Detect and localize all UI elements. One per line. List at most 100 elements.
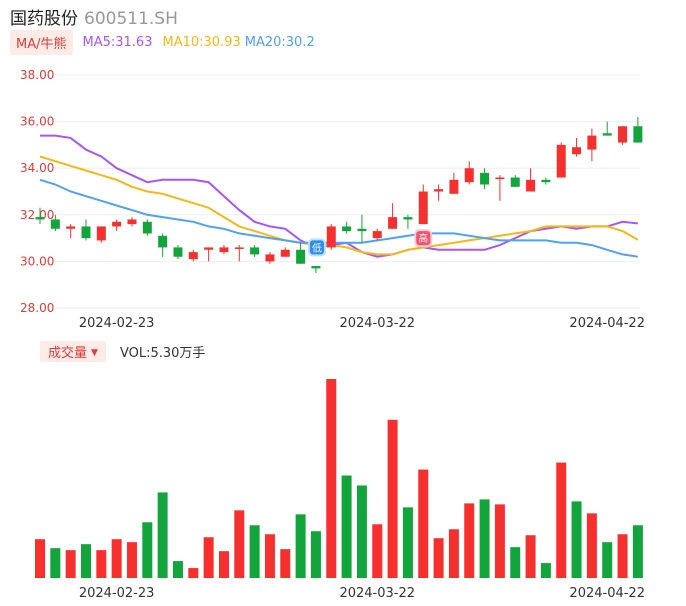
candle-body: [449, 179, 459, 194]
markers: 低高: [307, 229, 433, 257]
candle: [572, 137, 582, 157]
candle: [403, 214, 413, 229]
candle: [464, 161, 474, 185]
candle: [66, 224, 76, 239]
ma-legend: MA/牛熊 MA5:31.63 MA10:30.93 MA20:30.2: [10, 29, 315, 55]
candle-body: [510, 177, 520, 187]
high-marker-badge: [414, 229, 433, 248]
candle: [142, 219, 152, 236]
low-marker-label: 低: [312, 241, 322, 254]
candle-body: [633, 126, 643, 143]
candle-body: [434, 189, 444, 192]
high-marker-label: 高: [418, 232, 428, 245]
stock-title: 国药股份 600511.SH: [10, 4, 178, 29]
candle: [449, 172, 459, 194]
candle-body: [219, 247, 229, 253]
volume-bar: [326, 379, 337, 578]
price-tick-label: 34.00: [20, 161, 54, 175]
candle: [96, 226, 106, 243]
volume-bar: [341, 475, 352, 578]
price-x-tick-label: 2024-02-23: [79, 316, 155, 331]
volume-bar: [249, 525, 260, 578]
volume-indicator-dropdown[interactable]: 成交量 ▼: [40, 340, 106, 362]
candle: [188, 249, 198, 262]
ma-line-ma10: [39, 155, 639, 256]
volume-bar: [50, 548, 61, 578]
candle-body: [50, 219, 60, 229]
candle-body: [234, 247, 244, 249]
candle-body: [280, 249, 290, 257]
candle: [510, 175, 520, 187]
price-x-tick-label: 2024-03-22: [339, 316, 415, 331]
volume-bar: [448, 529, 459, 578]
candle-body: [587, 135, 597, 150]
ma-toggle-button[interactable]: MA/牛熊: [10, 29, 73, 55]
candle-body: [311, 266, 321, 269]
volume-bar: [157, 492, 168, 578]
candle-body: [173, 247, 183, 257]
price-tick-label: 36.00: [20, 115, 54, 129]
volume-bar: [142, 522, 153, 578]
price-y-axis: 38.00 36.00 34.00 32.00 30.00 28.00: [20, 68, 54, 315]
price-x-tick-label: 2024-04-22: [569, 316, 645, 331]
low-marker-badge: [307, 238, 326, 257]
volume-bar: [494, 504, 505, 578]
volume-bar: [65, 550, 76, 578]
stock-name: 国药股份: [10, 9, 78, 29]
candle-body: [127, 219, 137, 225]
candle: [311, 266, 321, 274]
volume-value: VOL:5.30万手: [119, 345, 206, 361]
candle: [357, 214, 367, 243]
volume-bar: [188, 568, 199, 578]
candle-body: [158, 235, 168, 248]
candle-body: [357, 228, 367, 232]
volume-bar: [80, 544, 91, 578]
candle: [495, 175, 505, 201]
high-marker: 高: [414, 229, 433, 248]
candle: [633, 116, 643, 143]
candle: [556, 142, 566, 178]
ma-lines: [39, 134, 639, 258]
volume-bar: [617, 534, 628, 578]
ma5-label: MA5:31.63: [82, 34, 153, 50]
volume-bar: [602, 542, 613, 578]
caret-down-icon: ▼: [91, 347, 98, 358]
candle-body: [372, 231, 382, 239]
candle: [418, 184, 428, 225]
candle: [602, 121, 612, 136]
candle: [204, 247, 214, 262]
volume-bar: [540, 563, 551, 578]
candle-body: [495, 177, 505, 180]
volume-bar: [264, 534, 275, 578]
candle: [50, 214, 60, 232]
candle-body: [541, 179, 551, 183]
volume-bar: [632, 525, 643, 578]
candle: [296, 242, 306, 264]
volume-bar: [433, 538, 444, 578]
ma-line-ma20: [39, 178, 639, 258]
volume-bar: [172, 561, 183, 578]
volume-bar: [464, 503, 475, 578]
candle-body: [572, 147, 582, 155]
candle: [326, 224, 336, 250]
volume-indicator-label: 成交量: [48, 345, 88, 361]
candle: [35, 207, 45, 225]
volume-bar: [295, 514, 306, 578]
candle-body: [464, 168, 474, 183]
candle-body: [326, 226, 336, 248]
volume-bar: [234, 510, 245, 578]
volume-bar: [510, 547, 521, 578]
volume-bar: [525, 535, 536, 578]
candle-body: [388, 217, 398, 229]
candle: [618, 126, 628, 145]
price-grid: [55, 74, 640, 309]
candle-body: [250, 247, 260, 255]
candle-body: [602, 133, 612, 136]
candle: [127, 217, 137, 227]
candle: [219, 245, 229, 255]
volume-bar: [556, 462, 567, 578]
volume-legend: 成交量 ▼ VOL:5.30万手: [40, 340, 206, 362]
candle-body: [204, 247, 214, 250]
candle: [342, 221, 352, 234]
candle-body: [96, 226, 106, 241]
